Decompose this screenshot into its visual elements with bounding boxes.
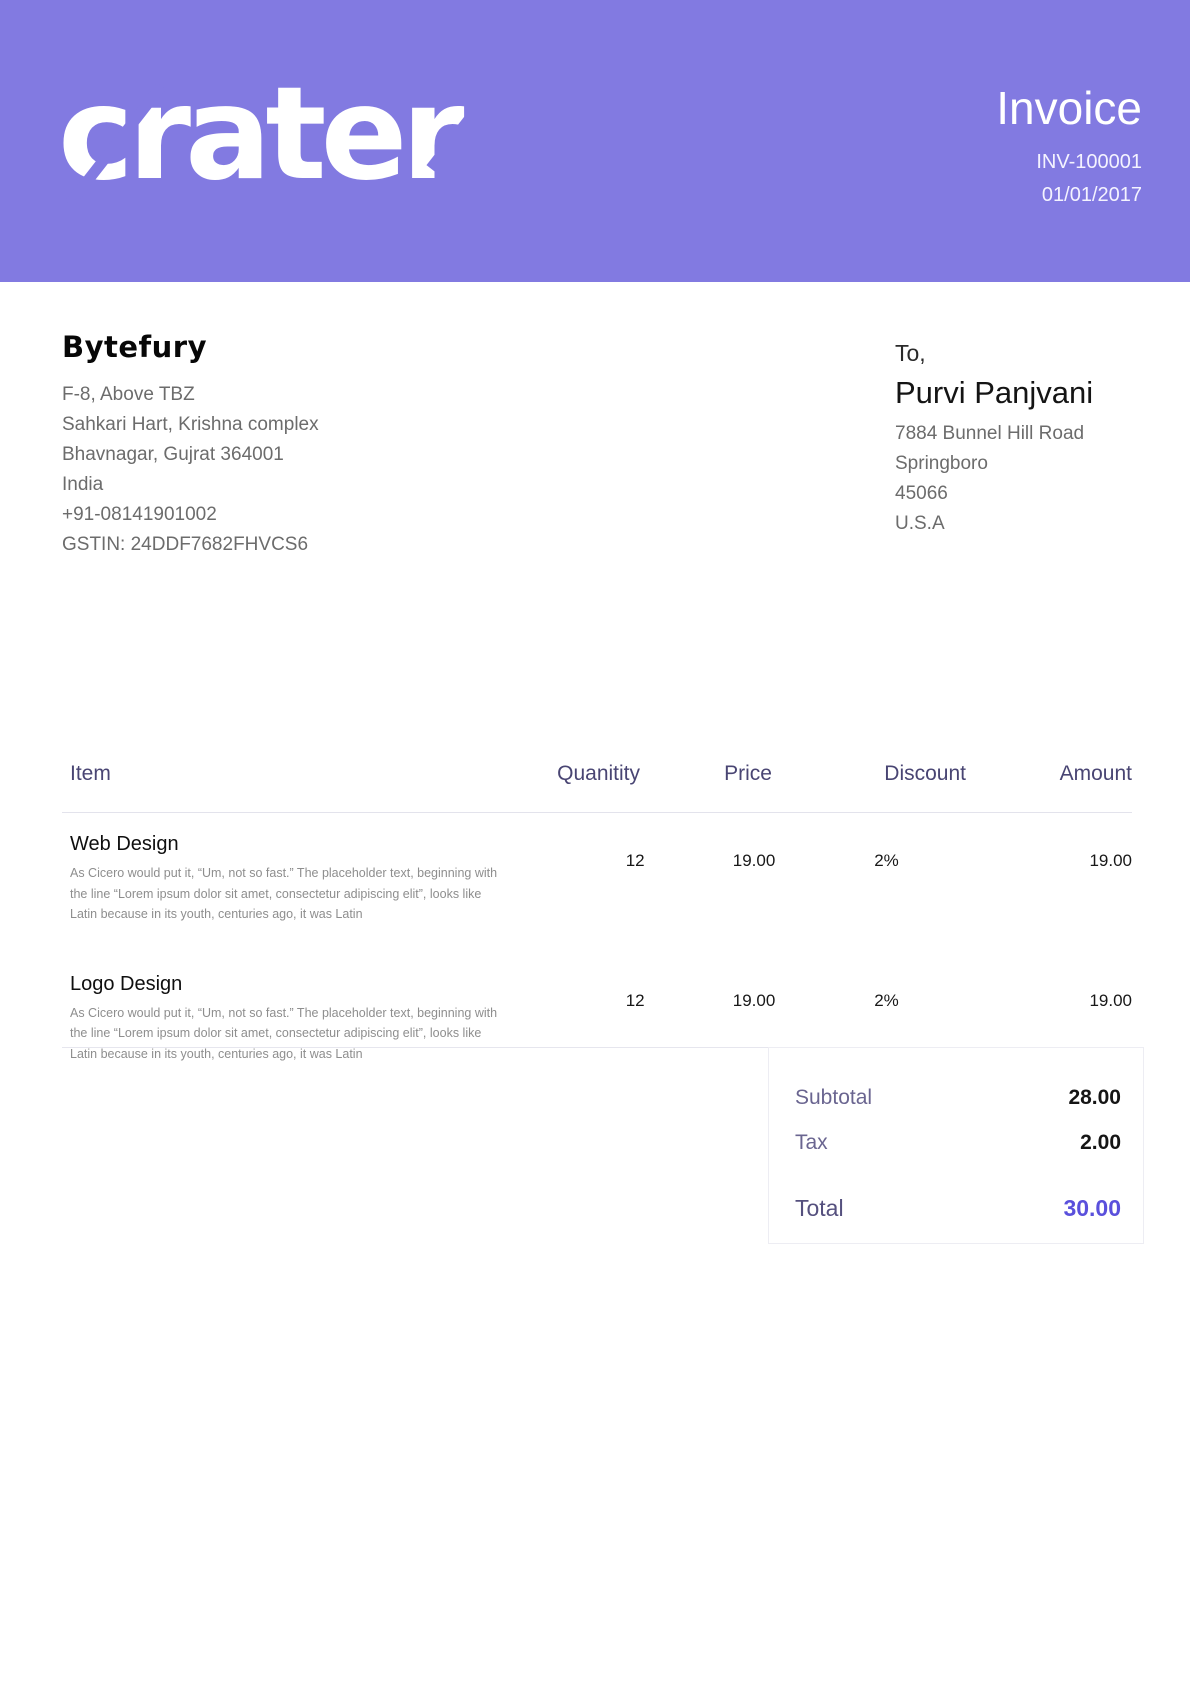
column-header-quantity: Quanitity [557, 762, 640, 785]
invoice-title: Invoice [996, 82, 1142, 134]
item-price: 19.00 [732, 990, 776, 1010]
tax-value: 2.00 [1080, 1131, 1121, 1154]
total-row: Total 30.00 [795, 1195, 1121, 1222]
item-quantity: 12 [625, 851, 645, 870]
seller-address: F-8, Above TBZ Sahkari Hart, Krishna com… [62, 380, 319, 560]
column-header-item: Item [70, 762, 111, 785]
seller-address-line: Bhavnagar, Gujrat 364001 [62, 444, 284, 465]
seller-phone: +91-08141901002 [62, 504, 217, 525]
item-description: As Cicero would put it, “Um, not so fast… [70, 866, 498, 921]
subtotal-value: 28.00 [1068, 1086, 1121, 1109]
item-price: 19.00 [732, 851, 776, 870]
buyer-address-line: 45066 [895, 483, 948, 504]
column-header-price: Price [724, 762, 772, 785]
table-bottom-divider [62, 1047, 1132, 1048]
subtotal-label: Subtotal [795, 1086, 873, 1109]
seller-address-line: Sahkari Hart, Krishna complex [62, 414, 319, 435]
table-row: Web Design As Cicero would put it, “Um, … [62, 813, 1132, 925]
column-header-discount: Discount [884, 762, 966, 785]
buyer-info: To, Purvi Panjvani 7884 Bunnel Hill Road… [895, 338, 1093, 539]
item-name: Web Design [70, 833, 179, 855]
item-discount: 2% [874, 851, 899, 870]
seller-info: Bytefury F-8, Above TBZ Sahkari Hart, Kr… [62, 330, 319, 560]
brand-logo: crater [58, 60, 538, 210]
totals-box: Subtotal 28.00 Tax 2.00 Total 30.00 [768, 1047, 1144, 1244]
items-table-header: Item Quanitity Price Discount Amount [62, 762, 1132, 813]
item-quantity: 12 [625, 990, 645, 1010]
item-cell: Web Design As Cicero would put it, “Um, … [70, 831, 506, 925]
invoice-date: 01/01/2017 [1041, 184, 1142, 206]
buyer-address-line: 7884 Bunnel Hill Road [895, 423, 1085, 444]
item-cell: Logo Design As Cicero would put it, “Um,… [70, 971, 506, 1065]
total-label: Total [795, 1195, 844, 1221]
total-value: 30.00 [1063, 1195, 1121, 1221]
column-header-amount: Amount [1059, 762, 1132, 785]
table-row: Logo Design As Cicero would put it, “Um,… [62, 953, 1132, 1065]
buyer-address-line: Springboro [895, 453, 988, 474]
items-table: Item Quanitity Price Discount Amount Web… [62, 762, 1132, 1064]
item-name: Logo Design [70, 972, 183, 995]
item-description: As Cicero would put it, “Um, not so fast… [70, 1005, 498, 1061]
invoice-title-block: Invoice INV-100001 01/01/2017 [996, 82, 1142, 212]
invoice-header-band: crater Invoice INV-100001 01/01/2017 [0, 0, 1190, 282]
subtotal-row: Subtotal 28.00 [795, 1086, 1121, 1110]
seller-name: Bytefury [62, 330, 208, 364]
seller-gstin: GSTIN: 24DDF7682FHVCS6 [62, 534, 309, 555]
buyer-address-line: U.S.A [895, 513, 945, 534]
invoice-number: INV-100001 [1036, 151, 1142, 173]
item-amount: 19.00 [1089, 990, 1132, 1010]
tax-row: Tax 2.00 [795, 1131, 1121, 1155]
buyer-to-label: To, [895, 340, 926, 366]
item-discount: 2% [874, 990, 899, 1010]
item-amount: 19.00 [1089, 851, 1132, 870]
buyer-address: 7884 Bunnel Hill Road Springboro 45066 U… [895, 419, 1093, 539]
buyer-name: Purvi Panjvani [895, 375, 1094, 410]
seller-address-line: F-8, Above TBZ [62, 384, 195, 405]
tax-label: Tax [795, 1131, 828, 1154]
seller-address-line: India [62, 474, 104, 495]
